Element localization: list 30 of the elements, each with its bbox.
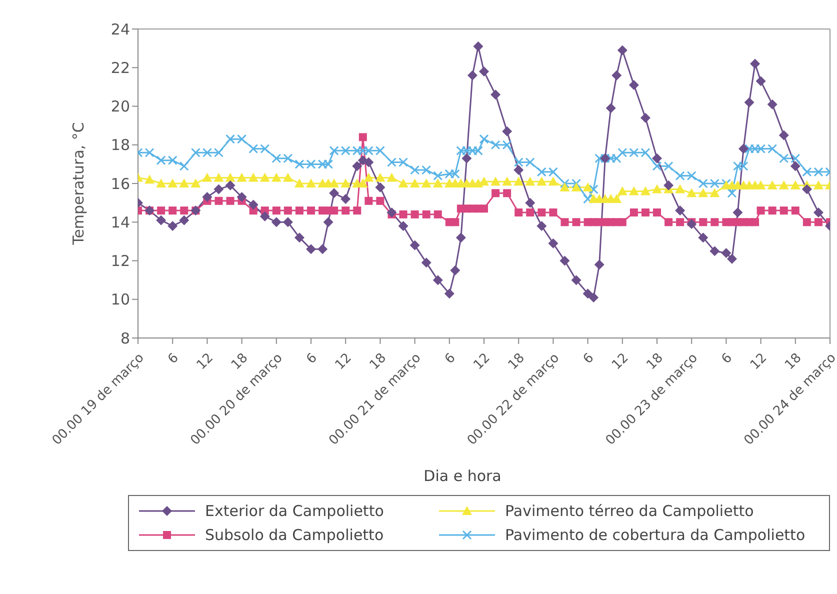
y-tick-label: 18	[110, 136, 130, 154]
y-tick-label: 22	[110, 58, 130, 77]
legend-label: Pavimento de cobertura da Campolietto	[505, 526, 806, 544]
y-tick-label: 10	[110, 290, 130, 309]
x-tick-label: 6	[304, 350, 320, 368]
x-tick-label: 6	[165, 350, 182, 368]
legend-label: Pavimento térreo da Campolietto	[505, 502, 754, 520]
x-tick-label: 12	[609, 350, 632, 373]
y-tick-label: 20	[110, 98, 130, 116]
x-tick-label: 6	[580, 350, 598, 368]
x-tick-label: 18	[228, 350, 252, 373]
y-tick-label: 14	[110, 213, 130, 232]
x-tick-label: 12	[748, 350, 770, 373]
x-tick-label: 12	[194, 350, 216, 373]
legend-label: Subsolo da Campolietto	[205, 526, 384, 544]
x-tick-label: 18	[782, 350, 805, 373]
x-tick-label: 12	[470, 350, 494, 373]
y-tick-label: 24	[110, 20, 130, 38]
y-tick-label: 8	[120, 329, 130, 348]
x-tick-label: 18	[506, 350, 528, 373]
y-tick-label: 16	[110, 174, 130, 193]
y-tick-label: 12	[110, 252, 130, 270]
x-axis-title: Dia e hora	[422, 467, 502, 485]
x-tick-label: 6	[719, 350, 736, 368]
x-tick-label: 6	[442, 350, 459, 368]
x-tick-label: 18	[367, 350, 390, 373]
y-axis-title: Temperatura, °C	[69, 122, 88, 246]
x-tick-label: 12	[332, 350, 355, 373]
legend-label: Exterior da Campolietto	[205, 502, 384, 520]
x-tick-label: 18	[644, 350, 666, 373]
